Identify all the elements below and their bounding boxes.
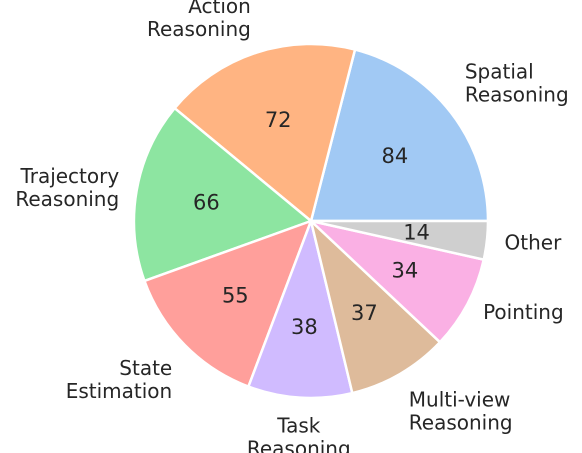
- pie-slice-task-reasoning: [247, 219, 354, 400]
- pie-slices: [132, 42, 490, 400]
- pie-slice-other: [309, 219, 490, 261]
- pie-category-label-multi-view-reasoning: Multi-view Reasoning: [409, 388, 513, 435]
- pie-slice-multi-view-reasoning: [309, 219, 442, 395]
- pie-category-labels: Spatial Reasoning Action Reasoning Trajector…: [15, 0, 568, 453]
- pie-value-label-other: 14: [403, 221, 430, 245]
- pie-slice-trajectory-reasoning: [132, 106, 313, 283]
- pie-value-label-trajectory-reasoning: 66: [193, 191, 220, 215]
- pie-value-label-task-reasoning: 38: [291, 315, 318, 339]
- pie-slice-spatial-reasoning: [309, 48, 490, 223]
- pie-slice-action-reasoning: [173, 42, 357, 223]
- pie-category-label-action-reasoning: Action Reasoning: [147, 0, 251, 41]
- pie-value-labels: 84 72 66 55 38 37 34 14: [193, 108, 430, 339]
- pie-category-label-other: Other: [505, 230, 563, 254]
- pie-category-label-spatial-reasoning: Spatial Reasoning: [465, 60, 569, 107]
- pie-category-label-task-reasoning: Task Reasoning: [247, 414, 351, 453]
- pie-category-label-state-estimation: State Estimation: [66, 356, 173, 403]
- pie-slice-state-estimation: [143, 219, 313, 388]
- pie-value-label-multi-view-reasoning: 37: [351, 301, 378, 325]
- pie-category-label-trajectory-reasoning: Trajectory Reasoning: [15, 164, 119, 211]
- pie-slice-pointing: [309, 219, 485, 344]
- pie-value-label-action-reasoning: 72: [265, 108, 292, 132]
- pie-value-label-state-estimation: 55: [222, 284, 249, 308]
- pie-value-label-spatial-reasoning: 84: [382, 144, 409, 168]
- pie-value-label-pointing: 34: [391, 259, 418, 283]
- pie-category-label-pointing: Pointing: [483, 300, 564, 324]
